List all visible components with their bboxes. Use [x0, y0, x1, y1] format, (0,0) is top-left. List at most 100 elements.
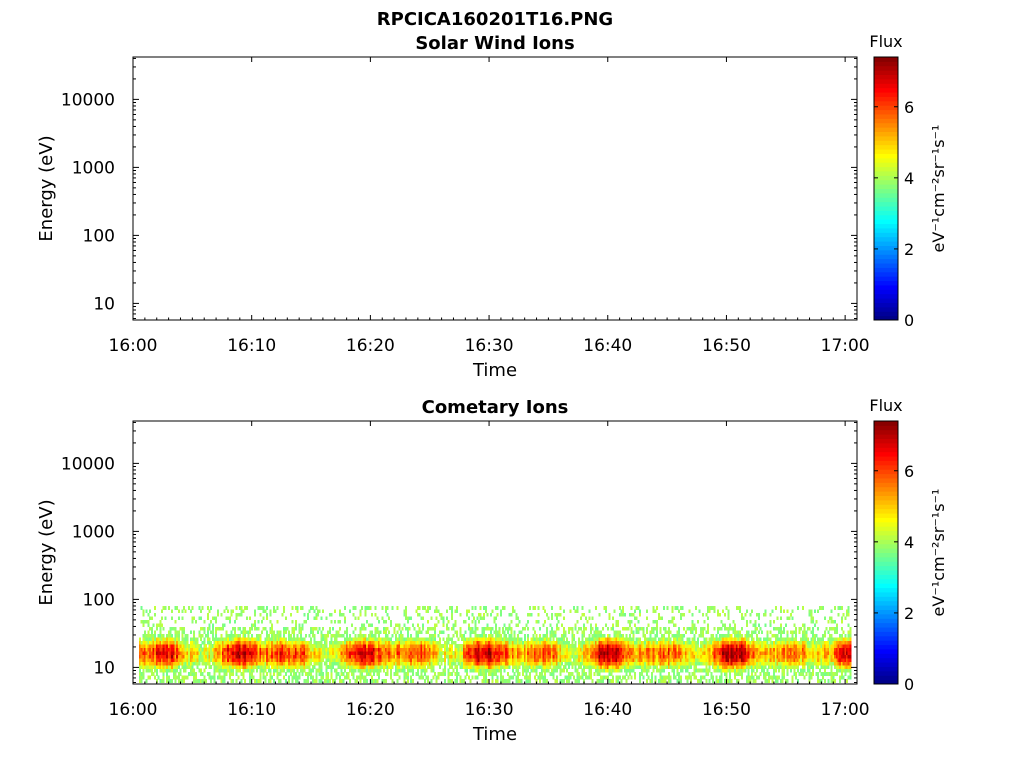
flux-cell: [571, 661, 574, 666]
flux-cell: [673, 675, 676, 680]
flux-cell: [498, 633, 501, 638]
flux-cell: [630, 644, 633, 649]
flux-cell: [371, 654, 374, 659]
flux-cell: [371, 658, 374, 662]
flux-cell: [483, 647, 486, 652]
flux-cell: [378, 654, 381, 659]
flux-cell: [296, 658, 299, 662]
flux-cell: [230, 651, 233, 655]
flux-cell: [722, 637, 725, 642]
flux-cell: [405, 609, 408, 614]
flux-cell: [264, 626, 267, 631]
flux-cell: [235, 644, 238, 649]
flux-cell: [425, 661, 428, 666]
flux-cell: [201, 654, 204, 659]
flux-cell: [662, 661, 665, 666]
flux-cell: [596, 654, 599, 659]
flux-cell: [189, 609, 192, 614]
flux-cell: [320, 633, 323, 638]
flux-cell: [359, 668, 362, 673]
flux-cell: [673, 672, 676, 676]
flux-cell: [335, 672, 338, 676]
flux-cell: [583, 654, 586, 659]
flux-cell: [564, 658, 567, 662]
flux-cell: [532, 605, 535, 610]
flux-cell: [150, 658, 153, 662]
flux-cell: [489, 644, 492, 649]
flux-cell: [625, 679, 628, 683]
flux-cell: [240, 651, 243, 655]
flux-cell: [171, 679, 174, 683]
flux-cell: [352, 640, 355, 645]
flux-cell: [269, 679, 272, 683]
flux-cell: [147, 612, 150, 617]
flux-cell: [237, 644, 240, 649]
flux-cell: [276, 675, 279, 680]
flux-cell: [150, 651, 153, 655]
flux-cell: [145, 679, 148, 683]
flux-cell: [669, 644, 672, 649]
flux-cell: [693, 668, 696, 673]
flux-cell: [437, 654, 440, 659]
flux-cell: [228, 647, 231, 652]
flux-cell: [708, 668, 711, 673]
flux-cell: [664, 665, 667, 669]
flux-cell: [167, 651, 170, 655]
flux-cell: [442, 616, 445, 621]
flux-cell: [337, 665, 340, 669]
flux-cell: [634, 651, 637, 655]
flux-cell: [220, 637, 223, 642]
flux-cell: [276, 644, 279, 649]
flux-cell: [610, 661, 613, 666]
flux-cell: [355, 647, 358, 652]
flux-cell: [466, 661, 469, 666]
flux-cell: [249, 637, 252, 642]
flux-cell: [545, 651, 548, 655]
flux-cell: [293, 661, 296, 666]
flux-cell: [667, 679, 670, 683]
flux-cell: [344, 644, 347, 649]
flux-cell: [652, 619, 655, 624]
colorbar-segment: [874, 131, 898, 137]
flux-cell: [567, 651, 570, 655]
flux-cell: [586, 658, 589, 662]
flux-cell: [245, 616, 248, 621]
flux-cell: [184, 668, 187, 673]
flux-cell: [432, 665, 435, 669]
flux-cell: [242, 633, 245, 638]
flux-cell: [571, 640, 574, 645]
flux-cell: [339, 633, 342, 638]
flux-cell: [550, 612, 553, 617]
flux-cell: [210, 651, 213, 655]
flux-cell: [605, 605, 608, 610]
flux-cell: [405, 626, 408, 631]
flux-cell: [145, 647, 148, 652]
flux-cell: [652, 651, 655, 655]
flux-cell: [327, 675, 330, 680]
flux-cell: [450, 658, 453, 662]
flux-cell: [376, 668, 379, 673]
flux-cell: [152, 665, 155, 669]
flux-cell: [291, 654, 294, 659]
flux-cell: [540, 668, 543, 673]
flux-cell: [333, 637, 336, 642]
flux-cell: [254, 654, 257, 659]
flux-cell: [411, 661, 414, 666]
flux-cell: [571, 672, 574, 676]
flux-cell: [440, 661, 443, 666]
flux-cell: [515, 665, 518, 669]
flux-cell: [498, 668, 501, 673]
flux-cell: [279, 651, 282, 655]
flux-cell: [725, 647, 728, 652]
flux-cell: [615, 651, 618, 655]
flux-cell: [193, 679, 196, 683]
flux-cell: [162, 633, 165, 638]
flux-cell: [718, 654, 721, 659]
flux-cell: [667, 637, 670, 642]
flux-cell: [174, 651, 177, 655]
flux-cell: [291, 668, 294, 673]
flux-cell: [430, 616, 433, 621]
flux-cell: [322, 647, 325, 652]
flux-cell: [339, 619, 342, 624]
flux-cell: [523, 644, 526, 649]
